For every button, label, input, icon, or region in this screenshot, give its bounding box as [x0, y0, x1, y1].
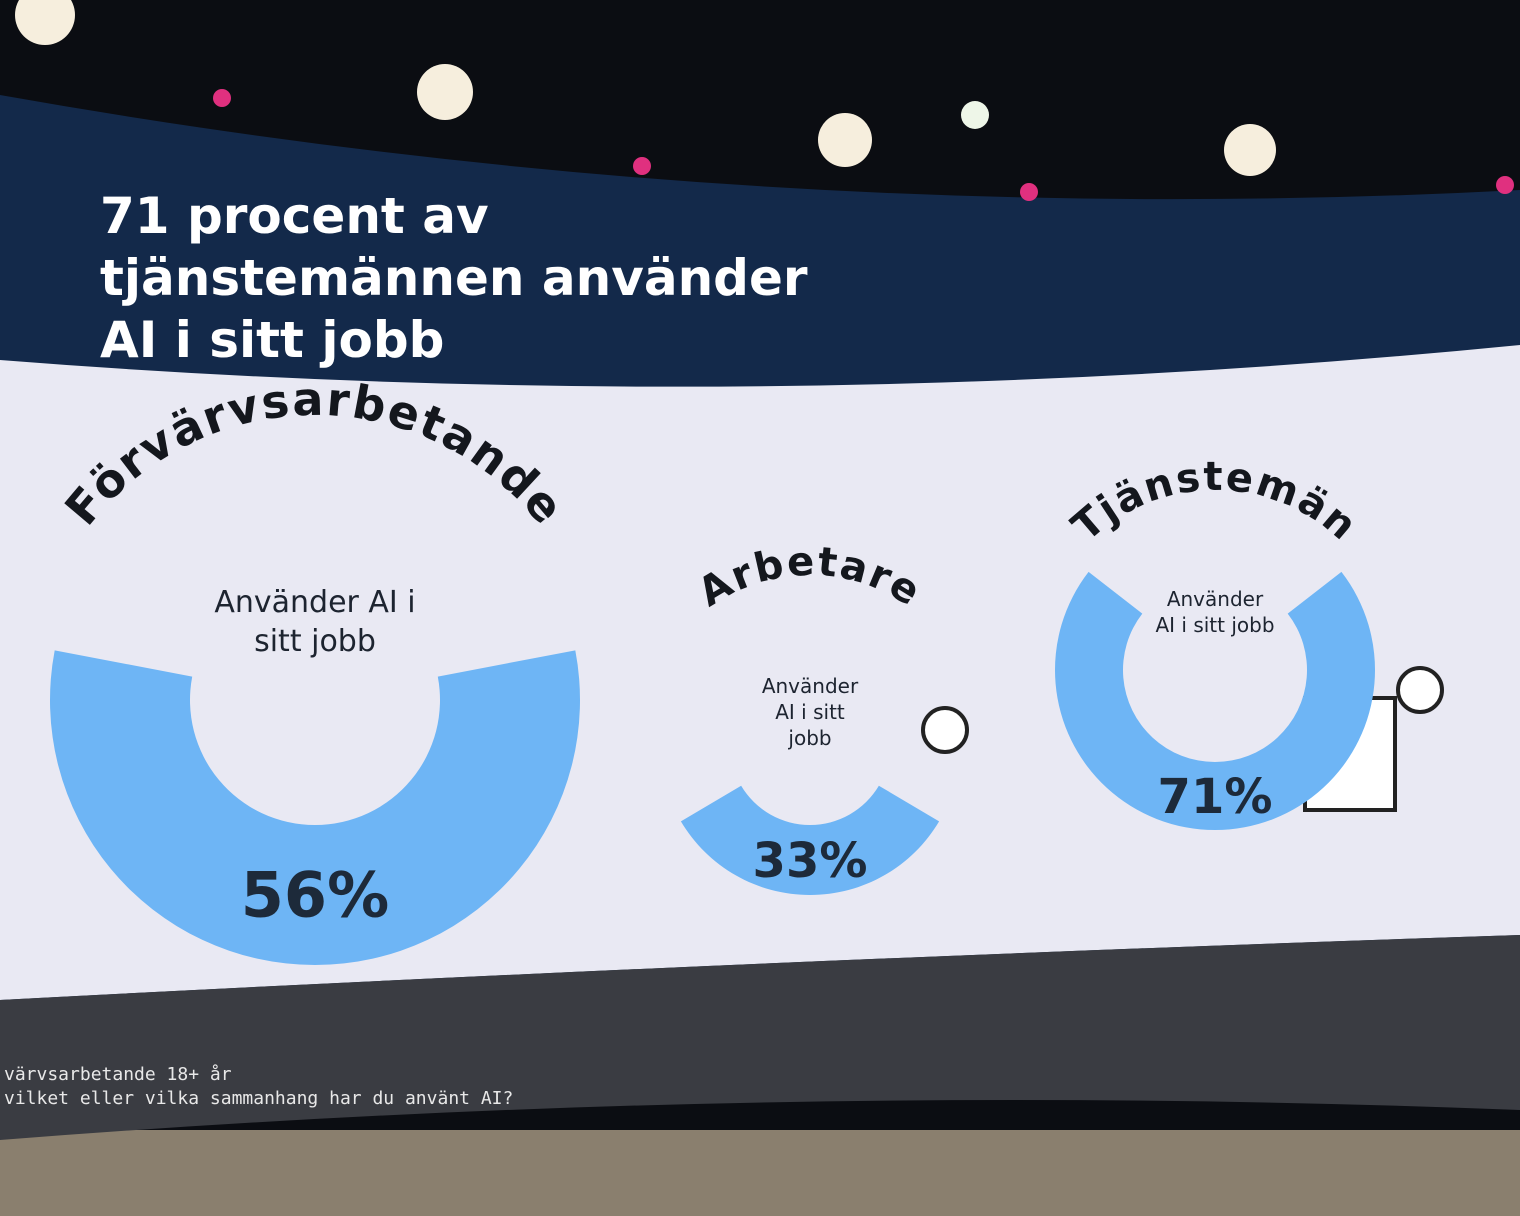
slide-title: 71 procent av tjänstemännen använder AI …: [100, 187, 808, 369]
donut-arc: [49, 650, 581, 966]
worker-icon: [921, 706, 969, 754]
value-label: 71%: [1158, 769, 1273, 825]
chart-subtitle: Använder AI i sitt jobb: [1155, 587, 1275, 637]
chart-subtitle: Använder AI i sitt jobb: [761, 674, 859, 750]
footnote: värvsarbetande 18+ år: [4, 1064, 232, 1085]
donut-arc: [680, 785, 940, 895]
stage-light: [213, 89, 231, 107]
chart-subtitle: Använder AI i sitt jobb: [214, 585, 416, 659]
value-label: 33%: [753, 833, 868, 889]
stage-floor: [0, 1130, 1520, 1216]
donut-arc: [1055, 571, 1375, 830]
stage-light: [1020, 183, 1038, 201]
stage-light: [633, 157, 651, 175]
stage-light: [1496, 176, 1514, 194]
footnote: vilket eller vilka sammanhang har du anv…: [4, 1088, 514, 1109]
stage-light: [15, 0, 75, 45]
lower-band: [0, 935, 1520, 1140]
person-icon: [1396, 666, 1444, 714]
stage-light: [1224, 124, 1276, 176]
stage-light: [961, 101, 989, 129]
stage-light: [818, 113, 872, 167]
value-label: 56%: [241, 859, 389, 932]
stage-light: [417, 64, 473, 120]
